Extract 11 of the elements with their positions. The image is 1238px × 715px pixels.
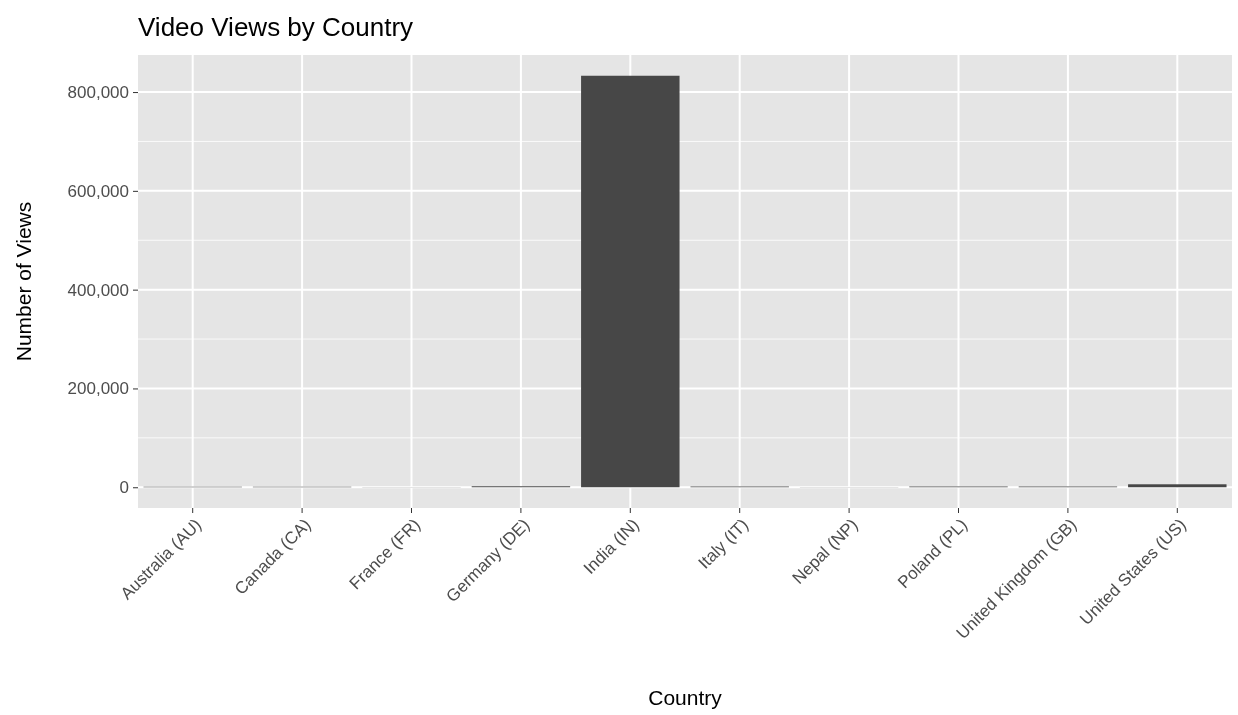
y-tick-label: 400,000 [67,280,129,300]
y-tick-label: 200,000 [67,379,129,399]
x-axis-title: Country [648,686,723,709]
chart-title: Video Views by Country [138,12,414,42]
bar [1128,484,1227,488]
y-tick-label: 800,000 [67,82,129,102]
bar [581,75,680,488]
x-tick-label: Italy (IT) [694,515,753,573]
y-tick-label: 0 [119,478,129,498]
y-tick-label: 600,000 [67,181,129,201]
y-axis-title: Number of Views [12,201,35,362]
